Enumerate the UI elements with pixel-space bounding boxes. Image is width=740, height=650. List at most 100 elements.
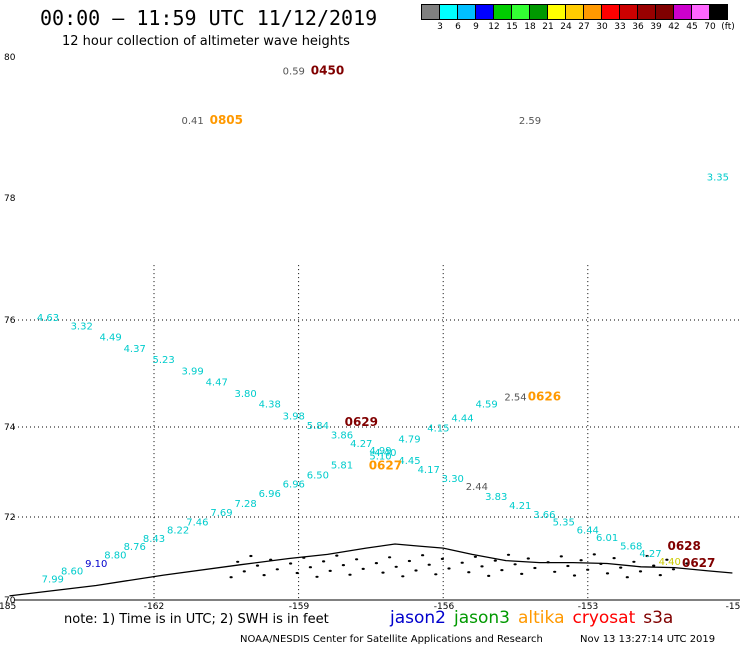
color-legend: 3 6 9 12 15 18 21 24 27 30 33 36 39 42 45 70 (ft)	[421, 4, 740, 34]
credit-line: NOAA/NESDIS Center for Satellite Applica…	[240, 634, 543, 645]
wave-height-value: 5.84	[307, 421, 329, 432]
lake-dot	[275, 568, 279, 571]
lake-dot	[255, 564, 260, 567]
lake-dot	[322, 560, 326, 563]
legend-label: (ft)	[721, 22, 735, 32]
wave-height-value: 5.35	[553, 517, 575, 528]
lake-dot	[658, 574, 662, 577]
wave-height-value: 3.86	[331, 431, 353, 442]
lake-dot	[685, 562, 689, 565]
wave-height-value: 7.69	[210, 508, 232, 519]
wave-height-value: 6.96	[283, 479, 305, 490]
wave-height-value: 3.35	[707, 172, 729, 183]
wave-height-value: 6.96	[259, 489, 281, 500]
lake-dot	[579, 559, 583, 562]
wave-height-value: 4.37	[124, 344, 146, 355]
legend-label: 6	[455, 22, 461, 32]
wave-height-value: 4.99	[369, 446, 391, 457]
lake-dot	[394, 565, 398, 568]
wave-height-value: 4.38	[259, 400, 281, 411]
lake-dot	[533, 566, 537, 570]
lake-dot	[308, 566, 312, 569]
lake-dot	[236, 560, 240, 563]
lake-dot	[625, 576, 629, 579]
wave-height-value: 4.21	[509, 501, 531, 512]
lon-label: -15	[726, 602, 740, 612]
wave-height-value: 5.68	[620, 541, 642, 552]
lake-dot	[421, 554, 425, 557]
lon-label: -159	[289, 602, 310, 612]
wave-height-value: 3.30	[442, 474, 464, 485]
legend-label: 9	[473, 22, 479, 32]
wave-height-value: 8.22	[167, 526, 189, 537]
legend-label: 24	[560, 22, 572, 32]
lake-dot	[269, 558, 273, 561]
wave-height-value: 3.80	[234, 389, 256, 400]
lake-dot	[328, 569, 332, 573]
satellite-name: jason3	[454, 608, 510, 628]
lake-dot	[559, 555, 563, 558]
lake-dot	[467, 571, 471, 574]
legend-swatch	[709, 4, 728, 20]
legend-labels: 3 6 9 12 15 18 21 24 27 30 33 36 39 42 45 70 (ft)	[422, 20, 740, 34]
legend-label: 30	[596, 22, 608, 32]
wave-height-value: 4.15	[427, 424, 449, 435]
lon-label: -185	[0, 602, 16, 612]
lake-dot	[619, 566, 623, 569]
wave-height-value: 4.17	[418, 465, 440, 476]
lon-label: -162	[144, 602, 164, 612]
axis-labels: 80 78 76 74 72 70-185 -162 -159 -156 -153 -15	[0, 53, 740, 612]
lake-dot	[546, 561, 550, 564]
lat-label: 76	[4, 316, 16, 326]
wave-height-value: 4.27	[350, 439, 372, 450]
wave-height-value: 4.79	[398, 434, 420, 445]
pass-time-label: 0626	[528, 389, 561, 403]
lake-dot	[249, 554, 253, 558]
wave-height-value: 7.99	[42, 575, 64, 586]
lake-dot	[414, 569, 418, 572]
wave-height-value: 0.41	[181, 116, 203, 127]
legend-label: 70	[704, 22, 716, 32]
units-note: note: 1) Time is in UTC; 2) SWH is in fe…	[64, 612, 329, 627]
wave-height-value: 4.45	[398, 456, 420, 467]
lake-dot	[493, 559, 497, 562]
wave-height-value: 2.54	[504, 392, 526, 403]
lake-dot	[599, 562, 603, 566]
lake-dot	[440, 557, 444, 561]
lake-dot	[295, 571, 299, 575]
pass-time-stamps: 0450 0805 0629 0626 0627 0628 0627	[210, 64, 716, 570]
lake-dot	[242, 570, 246, 573]
legend-label: 45	[686, 22, 698, 32]
lake-dot	[553, 570, 557, 573]
wave-height-value: 2.59	[519, 116, 541, 127]
legend-label: 21	[542, 22, 554, 32]
lake-dot	[460, 561, 464, 564]
legend-label: 36	[632, 22, 644, 32]
lake-dot	[586, 568, 590, 571]
wave-height-value: 9.10	[85, 559, 107, 570]
lake-dot	[645, 554, 649, 558]
wave-height-value: 4.47	[206, 377, 228, 388]
lat-label: 74	[4, 423, 16, 433]
wave-height-value: 4.40	[374, 448, 396, 459]
lat-label: 80	[4, 53, 16, 63]
lake-dot	[374, 562, 378, 565]
lake-dot	[652, 564, 656, 567]
lon-label: -153	[578, 602, 598, 612]
lake-dot	[355, 558, 359, 561]
lake-dot	[229, 576, 233, 579]
pass-time-label: 0627	[369, 458, 402, 472]
wave-height-value: 4.27	[639, 549, 661, 560]
lake-dot	[605, 572, 610, 575]
satellite-name: altika	[518, 608, 565, 628]
lake-dot	[401, 575, 405, 578]
wave-height-value: 4.59	[475, 400, 497, 411]
pass-time-label: 0627	[682, 556, 715, 570]
legend-label: 12	[488, 22, 500, 32]
legend-label: 39	[650, 22, 662, 32]
lake-dot	[289, 562, 293, 565]
lake-dot	[388, 556, 392, 559]
wave-height-value: 2.44	[466, 482, 488, 493]
lat-label: 72	[4, 513, 15, 523]
